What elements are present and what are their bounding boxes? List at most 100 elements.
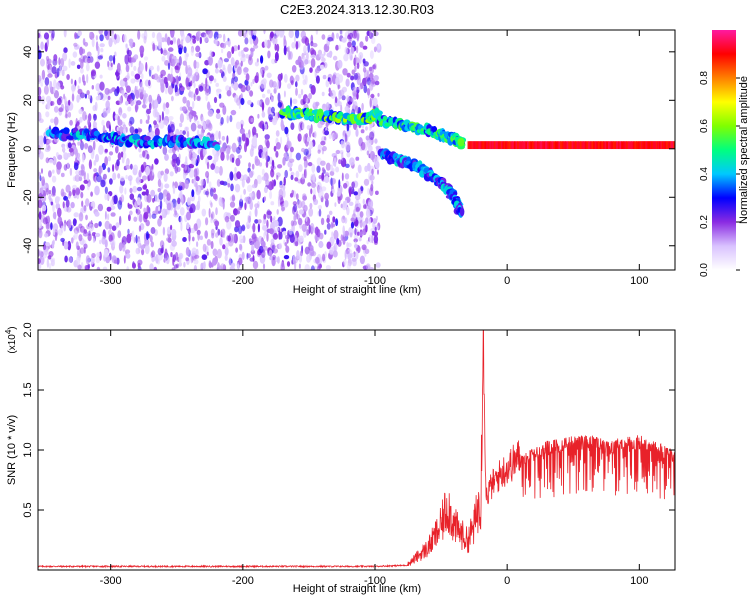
spectrogram-cell: [274, 43, 277, 51]
spectrogram-cell: [311, 163, 316, 174]
spectrogram-cell: [222, 105, 227, 115]
spectrogram-band-segment: [512, 141, 515, 150]
spectrogram-cell: [350, 221, 355, 229]
spectrogram-cell: [363, 178, 370, 186]
spectrogram-cell: [47, 64, 50, 70]
spectrogram-cell: [91, 85, 95, 90]
spectrogram-cell: [345, 78, 350, 87]
spectrogram-cell: [52, 227, 56, 236]
spectrogram-cell: [235, 146, 241, 154]
spectrogram-cell: [352, 86, 358, 91]
spectrogram-cell: [164, 33, 168, 43]
spectrogram-cell: [125, 64, 130, 73]
spectrogram-cell: [153, 266, 158, 270]
spectrogram-cell: [278, 242, 283, 250]
spectrogram-cell: [297, 200, 303, 209]
spectrogram-cell: [43, 136, 47, 145]
spectrogram-cell: [221, 42, 227, 49]
spectrogram-cell: [363, 84, 368, 94]
spectrogram-cell: [98, 144, 104, 155]
spectrogram-cell: [112, 172, 117, 181]
spectrogram-cell: [243, 66, 249, 76]
spectrogram-cell: [162, 146, 168, 155]
spectrogram-feature-blob: [214, 144, 221, 151]
spectrogram-cell: [122, 242, 126, 252]
spectrogram-cell: [109, 178, 113, 185]
spectrogram-cell: [133, 65, 137, 71]
spectrogram-cell: [80, 191, 84, 199]
spectrogram-cell: [346, 72, 351, 78]
spectrogram-cell: [132, 262, 136, 269]
spectrogram-cell: [172, 256, 175, 267]
spectrogram-cell: [115, 222, 120, 228]
spectrogram-cell: [304, 74, 308, 85]
spectrogram-cell: [99, 239, 102, 245]
spectrogram-cell: [214, 68, 219, 74]
spectrogram-cell: [257, 219, 262, 224]
colorbar-gradient: [712, 30, 736, 270]
spectrogram-cell: [185, 77, 190, 88]
spectrogram-cell: [86, 73, 89, 84]
spectrogram-cell: [208, 262, 213, 269]
spectrogram-cell: [107, 167, 111, 173]
spectrogram-cell: [270, 106, 275, 114]
spectrogram-cell: [220, 263, 225, 270]
spectrogram-cell: [142, 150, 146, 158]
spectrogram-band-segment: [622, 141, 626, 150]
spectrogram-cell: [73, 162, 79, 171]
spectrogram-band-segment: [531, 141, 535, 150]
spectrogram-cell: [291, 42, 296, 49]
spectrogram-cell: [212, 248, 218, 257]
spectrogram-cell: [136, 186, 143, 192]
spectrogram-cell: [179, 215, 183, 225]
spectrogram-cell: [45, 157, 50, 164]
spectrogram-cell: [166, 237, 171, 242]
spectrogram-band-segment: [581, 141, 585, 150]
spectrogram-cell: [261, 168, 265, 176]
spectrogram-band-segment: [601, 141, 604, 150]
spectrogram-cell: [249, 170, 254, 178]
spectrogram-cell: [294, 177, 299, 182]
spectrogram-cell: [262, 225, 268, 231]
spectrogram-cell: [217, 59, 223, 69]
spectrogram-cell: [303, 156, 307, 162]
snr-panel: -300 -200 -100 0 100 0.5 1.0 1.5 2.0 Height of …: [4, 322, 676, 595]
spectrogram-cell: [220, 151, 225, 161]
spectrogram-cell: [246, 196, 252, 205]
spectrogram-cell: [150, 241, 154, 248]
spectrogram-cell: [55, 82, 61, 90]
spectrogram-cell: [40, 41, 44, 50]
spectrogram-cell: [47, 73, 53, 78]
spectrogram-cell: [213, 187, 217, 193]
spectrogram-cell: [359, 255, 365, 265]
spectrogram-cell: [70, 201, 75, 209]
spectrogram-cell: [230, 214, 235, 222]
spectrogram-cell: [50, 201, 54, 206]
spectrogram-band-segment: [528, 141, 532, 150]
spectrogram-cell: [170, 224, 173, 231]
spectrogram-cell: [129, 193, 135, 200]
spectrogram-cell: [350, 96, 353, 102]
spectrogram-cell: [371, 168, 374, 176]
spectrogram-cell: [290, 97, 292, 108]
spectrogram-cell: [146, 194, 152, 203]
spectrogram-cell: [38, 86, 42, 96]
spectrogram-cell: [272, 117, 278, 126]
spectrogram-cell: [202, 68, 208, 75]
spectrogram-cell: [178, 83, 183, 89]
spectrogram-cell: [86, 51, 92, 58]
spectrogram-cell: [124, 187, 127, 195]
spectrogram-cell: [117, 119, 123, 126]
spectrogram-cell: [176, 131, 181, 136]
spectrogram-cell: [174, 58, 180, 64]
spectrogram-cell: [238, 136, 242, 147]
spectrogram-cell: [164, 248, 168, 259]
spectrogram-cell: [185, 156, 188, 165]
spectrogram-cell: [162, 102, 166, 112]
spectrogram-cell: [375, 190, 379, 195]
spectrogram-cell: [162, 226, 166, 236]
spectrogram-cell: [245, 221, 251, 229]
spectrogram-cell: [333, 157, 337, 168]
spectrogram-cell: [151, 31, 156, 39]
spectrogram-cell: [313, 198, 319, 206]
